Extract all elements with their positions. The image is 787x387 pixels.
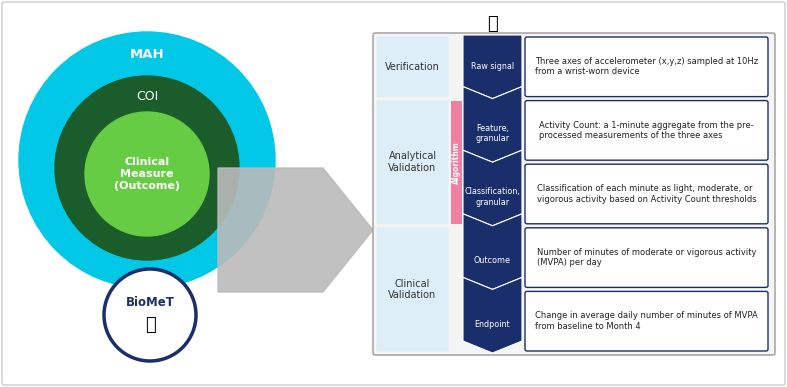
Text: Verification: Verification: [385, 62, 440, 72]
Text: Classification of each minute as light, moderate, or
vigorous activity based on : Classification of each minute as light, …: [537, 184, 756, 204]
Polygon shape: [463, 87, 522, 162]
Text: Endpoint: Endpoint: [475, 320, 510, 329]
Text: Algorithm: Algorithm: [452, 141, 461, 183]
Text: Clinical
Measure
(Outcome): Clinical Measure (Outcome): [114, 158, 180, 191]
FancyBboxPatch shape: [451, 101, 462, 224]
Text: Three axes of accelerometer (x,y,z) sampled at 10Hz
from a wrist-worn device: Three axes of accelerometer (x,y,z) samp…: [535, 57, 758, 77]
Text: Outcome: Outcome: [474, 256, 511, 265]
Polygon shape: [463, 214, 522, 289]
Polygon shape: [463, 35, 522, 99]
Circle shape: [85, 112, 209, 236]
Text: Number of minutes of moderate or vigorous activity
(MVPA) per day: Number of minutes of moderate or vigorou…: [537, 248, 756, 267]
Text: Change in average daily number of minutes of MVPA
from baseline to Month 4: Change in average daily number of minute…: [535, 312, 758, 331]
FancyBboxPatch shape: [525, 101, 768, 160]
FancyBboxPatch shape: [525, 228, 768, 288]
Text: MAH: MAH: [130, 48, 164, 60]
Polygon shape: [463, 150, 522, 226]
Text: ⌚: ⌚: [145, 316, 155, 334]
FancyBboxPatch shape: [525, 291, 768, 351]
Circle shape: [55, 76, 239, 260]
Text: BioMeT: BioMeT: [126, 296, 175, 310]
Text: Analytical
Validation: Analytical Validation: [388, 151, 437, 173]
Text: Classification,
granular: Classification, granular: [464, 187, 520, 207]
Circle shape: [104, 269, 196, 361]
FancyBboxPatch shape: [376, 100, 449, 224]
Text: Activity Count: a 1-minute aggregate from the pre-
processed measurements of the: Activity Count: a 1-minute aggregate fro…: [539, 121, 754, 140]
Text: Clinical
Validation: Clinical Validation: [388, 279, 437, 300]
Text: Raw signal: Raw signal: [471, 62, 514, 71]
Text: ⌚: ⌚: [487, 15, 498, 33]
FancyBboxPatch shape: [376, 36, 449, 97]
FancyBboxPatch shape: [373, 33, 775, 355]
Text: COI: COI: [136, 89, 158, 103]
FancyBboxPatch shape: [525, 37, 768, 97]
Polygon shape: [463, 277, 522, 353]
FancyBboxPatch shape: [525, 164, 768, 224]
Circle shape: [19, 32, 275, 288]
Text: Feature,
granular: Feature, granular: [475, 124, 509, 143]
Polygon shape: [218, 168, 373, 292]
FancyBboxPatch shape: [376, 227, 449, 351]
